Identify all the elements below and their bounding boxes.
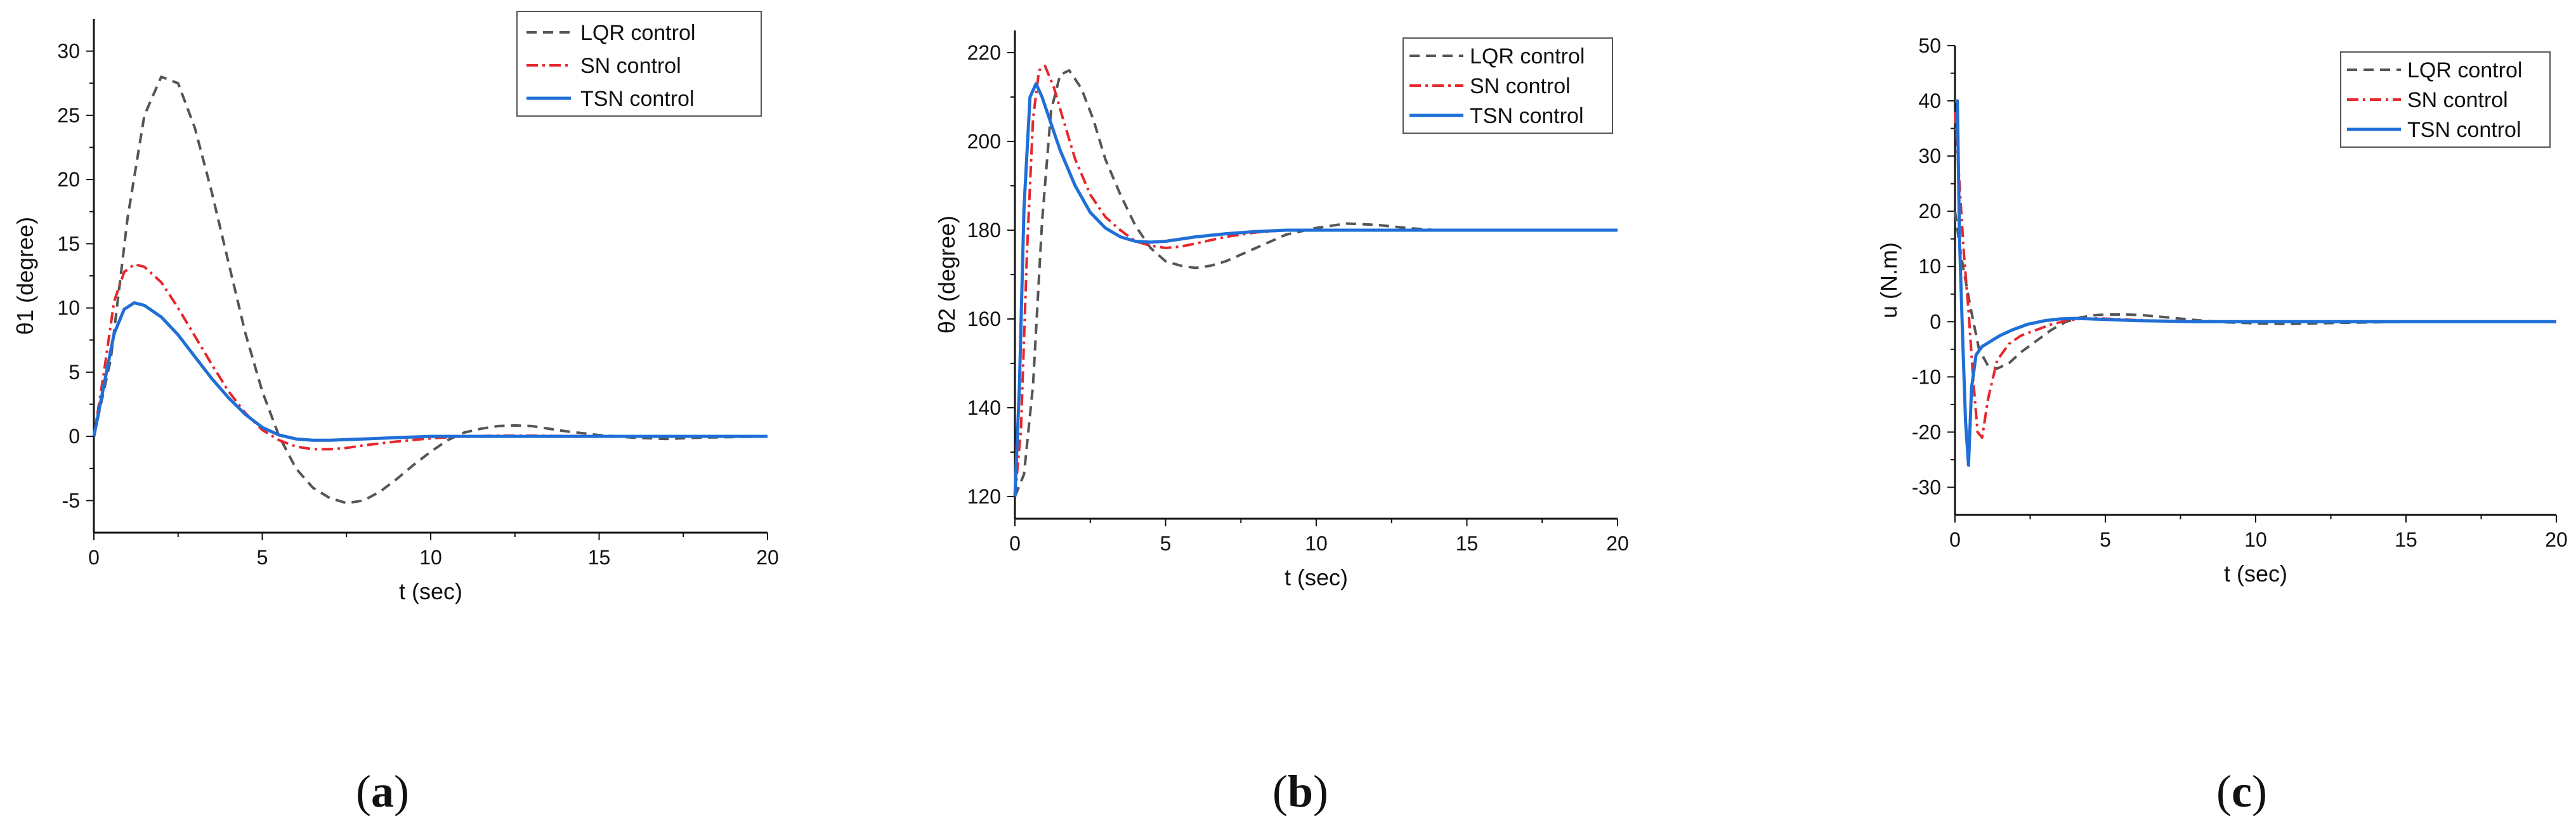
panel-b-ytick-label: 180 (967, 219, 1001, 242)
panel-b-legend-lqr-label: LQR control (1470, 44, 1585, 68)
panel-a-series-tsn-line (92, 301, 768, 442)
panel-a-ytick-label: 0 (69, 425, 80, 448)
panel-a-legend: LQR control SN control TSN control (516, 11, 762, 117)
panel-c-ylabel: u (N.m) (1876, 242, 1902, 318)
panel-c-ytick-label: -30 (1912, 476, 1941, 498)
panel-a-xtick-label: 20 (756, 546, 779, 569)
panel-b-series-sn-line (1014, 65, 1618, 497)
panel-c-series-tsn-line (1955, 99, 2556, 467)
panel-c-ytick-label: 20 (1918, 200, 1941, 223)
panel-a-ylabel: θ1 (degree) (12, 217, 38, 335)
panel-a-xtick-label: 10 (419, 546, 442, 569)
panel-b-xtick-label: 5 (1160, 532, 1172, 555)
panel-c-xtick-label: 20 (2545, 528, 2568, 551)
panel-c-legend-lqr-label: LQR control (2407, 58, 2522, 82)
panel-c-plot: 0 5 10 15 20 -30 -20 -10 0 10 20 30 40 50 t (sec) u (N.… (1876, 34, 2568, 587)
panel-a-ytick-label: 30 (57, 40, 80, 63)
panel-a-ytick-label: 5 (69, 361, 80, 384)
panel-c-ytick-label: 10 (1918, 255, 1941, 278)
panel-c: 0 5 10 15 20 -30 -20 -10 0 10 20 30 40 50 t (sec) u (N.… (1876, 34, 2568, 817)
panel-a-caption: (a) (356, 766, 409, 817)
panel-c-ytick-label: -10 (1912, 365, 1941, 388)
panel-b-caption: (b) (1272, 766, 1328, 817)
panel-c-ytick-label: 0 (1930, 310, 1941, 333)
panel-b-xtick-label: 0 (1009, 532, 1021, 555)
panel-a-plot: 0 5 10 15 20 -5 0 5 10 15 20 25 30 t (sec) θ1 (degree) (12, 19, 779, 604)
panel-c-ytick-label: 30 (1918, 145, 1941, 167)
panel-c-ytick-label: 50 (1918, 34, 1941, 57)
panel-a: 0 5 10 15 20 -5 0 5 10 15 20 25 30 t (sec) θ1 (degree)… (12, 11, 779, 817)
panel-a-xtick-label: 0 (88, 546, 100, 569)
panel-a-xlabel: t (sec) (399, 578, 462, 604)
panel-b-plot: 0 5 10 15 20 120 140 160 180 200 220 t (sec) θ2 (deg… (934, 30, 1629, 590)
panel-b-xtick-label: 20 (1606, 532, 1629, 555)
panel-a-ytick-label: 15 (57, 232, 80, 255)
panel-c-legend-tsn-label: TSN control (2407, 118, 2521, 142)
panel-b-ylabel: θ2 (degree) (934, 216, 960, 334)
panel-b-ytick-label: 120 (967, 485, 1001, 508)
panel-a-ytick-label: 10 (57, 297, 80, 320)
panel-b-ytick-label: 200 (967, 130, 1001, 153)
panel-c-xtick-label: 10 (2244, 528, 2267, 551)
panel-c-legend: LQR control SN control TSN control (2340, 51, 2551, 148)
panel-a-series-lqr-line (93, 75, 768, 505)
panel-a-ytick-label: 25 (57, 104, 80, 127)
panel-c-ytick-label: -20 (1912, 420, 1941, 443)
panel-b-xtick-label: 15 (1456, 532, 1479, 555)
panel-a-ytick-label: -5 (62, 489, 80, 512)
panel-a-legend-tsn-label: TSN control (580, 87, 695, 111)
panel-c-xlabel: t (sec) (2224, 561, 2287, 587)
panel-c-xtick-label: 0 (1949, 528, 1961, 551)
panel-b-ytick-label: 140 (967, 396, 1001, 419)
panel-b-legend-sn-label: SN control (1470, 74, 1571, 98)
panel-b-ytick-label: 220 (967, 41, 1001, 64)
panel-a-legend-sn-label: SN control (580, 54, 681, 78)
panel-c-xtick-label: 5 (2100, 528, 2111, 551)
panel-b-xtick-label: 10 (1305, 532, 1328, 555)
panel-a-ytick-label: 20 (57, 168, 80, 191)
panel-b-xlabel: t (sec) (1285, 564, 1348, 590)
panel-b-ytick-label: 160 (967, 308, 1001, 330)
panel-c-xtick-label: 15 (2395, 528, 2417, 551)
panel-c-legend-sn-label: SN control (2407, 88, 2508, 112)
panel-b-series-tsn-line (1013, 82, 1618, 497)
panel-a-xtick-label: 15 (588, 546, 611, 569)
panel-a-xtick-label: 5 (257, 546, 268, 569)
panel-c-ytick-label: 40 (1918, 89, 1941, 112)
panel-c-caption: (c) (2216, 766, 2267, 817)
panel-b-legend-tsn-label: TSN control (1470, 104, 1584, 128)
panel-b-legend: LQR control SN control TSN control (1402, 37, 1613, 134)
panel-b: 0 5 10 15 20 120 140 160 180 200 220 t (sec) θ2 (deg… (934, 30, 1629, 817)
panel-a-legend-lqr-label: LQR control (580, 21, 695, 45)
